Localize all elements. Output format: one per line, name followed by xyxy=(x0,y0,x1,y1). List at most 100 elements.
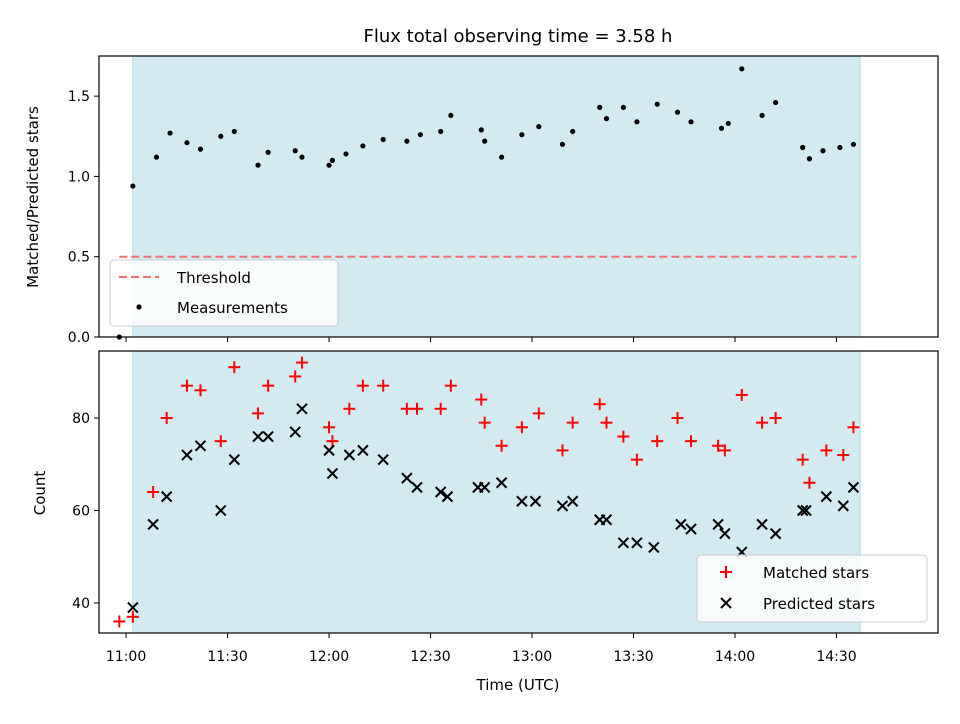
predicted-star-point xyxy=(377,453,389,466)
predicted-star-stroke xyxy=(181,449,193,461)
predicted-star-point xyxy=(675,518,687,531)
count-x-tick-label: 11:00 xyxy=(106,649,146,665)
measurement-point xyxy=(837,144,843,151)
predicted-star-point xyxy=(326,467,339,480)
measurement-point xyxy=(498,154,505,160)
matched-star-point xyxy=(295,356,308,369)
predicted-star-point xyxy=(411,481,423,494)
predicted-star-point xyxy=(712,518,724,531)
predicted-star-stroke xyxy=(600,514,613,526)
chart-title: Flux total observing time = 3.58 h xyxy=(364,26,673,47)
matched-star-point xyxy=(803,476,816,489)
predicted-star-point xyxy=(323,444,335,457)
predicted-star-point xyxy=(617,537,630,549)
matched-star-point xyxy=(113,615,126,628)
measurement-point xyxy=(820,148,826,154)
measurement-point xyxy=(570,128,576,135)
measurement-point xyxy=(559,141,566,147)
ratio-y-tick-label: 0.0 xyxy=(68,330,90,346)
predicted-star-point xyxy=(847,481,860,494)
ratio-panel-frame xyxy=(98,55,939,338)
matched-star-point xyxy=(323,421,336,434)
predicted-star-point xyxy=(160,490,173,503)
matched-star-point xyxy=(600,416,613,429)
ratio-legend-box xyxy=(109,259,339,327)
predicted-star-point xyxy=(648,541,660,554)
predicted-star-point xyxy=(800,504,812,517)
predicted-star-point xyxy=(194,440,207,452)
predicted-star-stroke xyxy=(228,453,241,466)
predicted-star-stroke xyxy=(296,403,308,415)
matched-star-point xyxy=(262,379,275,392)
predicted-star-stroke xyxy=(847,481,860,494)
measurements-legend-swatch xyxy=(136,304,142,310)
matched-star-point xyxy=(532,407,545,420)
matched-star-point xyxy=(671,412,684,425)
matched-star-point xyxy=(651,435,664,448)
count-legend-box xyxy=(696,554,928,623)
measurement-point xyxy=(292,148,298,154)
measurement-point xyxy=(725,120,731,127)
predicted-star-stroke xyxy=(566,495,579,507)
measurement-point xyxy=(800,144,806,151)
predicted-star-stroke xyxy=(800,504,812,517)
predicted-star-stroke xyxy=(631,537,643,549)
measurement-point xyxy=(153,154,160,160)
predicted-star-stroke xyxy=(796,504,809,517)
matched-star-point xyxy=(735,388,748,401)
measurement-point xyxy=(806,156,813,162)
measurement-point xyxy=(519,132,525,138)
matched-star-point xyxy=(756,416,769,429)
measurement-point xyxy=(688,119,694,125)
predicted-star-stroke xyxy=(756,518,768,531)
predicted-star-point xyxy=(181,449,193,461)
measurement-point xyxy=(438,128,444,135)
count-x-tick-label: 13:30 xyxy=(613,649,653,665)
predicted-star-stroke xyxy=(289,426,301,438)
measurement-point xyxy=(739,66,745,72)
measurement-point xyxy=(231,128,237,135)
matched-star-point xyxy=(356,379,369,392)
predicted-star-stroke xyxy=(411,481,423,494)
ratio-y-tick-label: 0.5 xyxy=(68,250,90,266)
measurements-legend-label: Measurements xyxy=(177,299,288,317)
matched-star-point xyxy=(160,412,173,425)
matched-star-point xyxy=(147,486,160,498)
measurement-point xyxy=(634,119,640,125)
predicted-star-stroke xyxy=(516,495,528,507)
matched-star-point xyxy=(444,379,457,392)
ratio-y-tick-label: 1.0 xyxy=(68,169,90,185)
measurement-point xyxy=(478,127,484,133)
matched-star-point xyxy=(593,398,606,411)
predicted-legend-swatch xyxy=(720,597,732,609)
measurement-point xyxy=(448,112,454,119)
predicted-star-stroke xyxy=(127,601,139,614)
predicted-star-stroke xyxy=(495,477,508,489)
measurement-point xyxy=(417,132,423,138)
predicted-star-stroke xyxy=(215,504,227,517)
measurement-point xyxy=(482,138,488,144)
predicted-star-stroke xyxy=(147,518,159,531)
predicted-star-stroke xyxy=(401,472,413,484)
predicted-star-stroke xyxy=(820,490,833,503)
matched-star-point xyxy=(630,453,643,466)
predicted-star-point xyxy=(820,490,833,503)
matched-star-point xyxy=(515,421,528,434)
matched-star-point xyxy=(214,435,227,448)
matched-star-point xyxy=(718,444,731,457)
predicted-star-stroke xyxy=(262,430,274,443)
measurement-point xyxy=(329,157,336,163)
count-panel: 40 60 80 11:00 11:30 12:00 12:30 13:00 13:30 14:… xyxy=(31,350,939,694)
predicted-star-point xyxy=(566,495,579,507)
predicted-star-point xyxy=(228,453,241,466)
matched-star-point xyxy=(343,402,356,415)
predicted-star-stroke xyxy=(326,467,339,480)
predicted-star-stroke xyxy=(357,444,369,457)
predicted-star-stroke xyxy=(617,537,630,549)
predicted-star-stroke xyxy=(556,500,569,512)
predicted-star-stroke xyxy=(160,490,173,503)
count-panel-frame xyxy=(98,350,939,634)
predicted-star-stroke xyxy=(719,527,731,540)
measurement-point xyxy=(759,112,765,119)
